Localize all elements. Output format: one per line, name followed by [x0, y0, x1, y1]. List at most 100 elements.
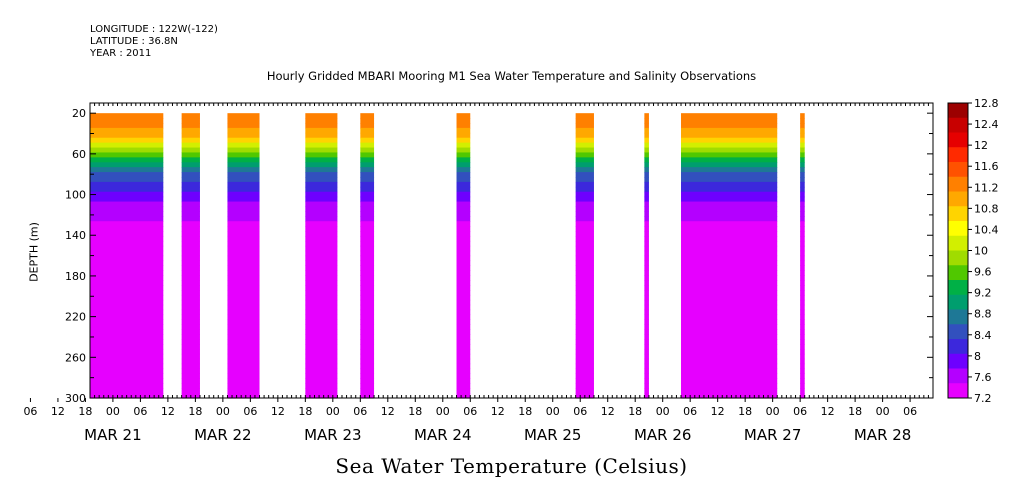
- temperature-band: [181, 132, 200, 139]
- temperature-band: [90, 255, 164, 262]
- plot-data-layer: [90, 113, 805, 399]
- temperature-band: [681, 334, 778, 340]
- temperature-band: [644, 343, 649, 350]
- temperature-band: [181, 152, 200, 158]
- temperature-band: [227, 353, 260, 360]
- temperature-band: [305, 240, 338, 247]
- temperature-band: [681, 137, 778, 144]
- temperature-band: [227, 113, 260, 119]
- temperature-band: [681, 147, 778, 154]
- temperature-band: [575, 181, 594, 188]
- temperature-band: [644, 221, 649, 227]
- temperature-band: [644, 191, 649, 198]
- temperature-band: [575, 339, 594, 345]
- temperature-band: [681, 294, 778, 301]
- temperature-band: [575, 118, 594, 124]
- x-tick-label: 06: [903, 405, 917, 418]
- x-day-label: MAR 26: [634, 426, 691, 444]
- temperature-band: [90, 113, 164, 119]
- temperature-band: [800, 358, 805, 365]
- temperature-band: [181, 206, 200, 212]
- temperature-band: [800, 270, 805, 276]
- temperature-band: [456, 211, 471, 217]
- temperature-band: [90, 167, 164, 173]
- colorbar-swatch: [948, 339, 968, 355]
- temperature-band: [305, 363, 338, 370]
- temperature-band: [360, 358, 375, 365]
- temperature-band: [360, 152, 375, 158]
- temperature-band: [644, 216, 649, 222]
- temperature-band: [575, 378, 594, 384]
- temperature-band: [681, 280, 778, 286]
- temperature-band: [681, 373, 778, 379]
- temperature-band: [305, 255, 338, 262]
- temperature-band: [305, 142, 338, 149]
- temperature-band: [800, 260, 805, 267]
- temperature-band: [575, 201, 594, 208]
- colorbar-label: 11.6: [974, 160, 999, 173]
- temperature-band: [681, 358, 778, 365]
- temperature-band: [681, 231, 778, 237]
- colorbar-label: 7.6: [974, 371, 992, 384]
- temperature-band: [360, 270, 375, 276]
- temperature-band: [227, 172, 260, 178]
- temperature-band: [644, 260, 649, 267]
- temperature-band: [305, 137, 338, 144]
- temperature-band: [227, 177, 260, 183]
- temperature-band: [305, 211, 338, 217]
- x-tick-label: 06: [573, 405, 587, 418]
- temperature-band: [644, 334, 649, 340]
- temperature-band: [681, 319, 778, 325]
- temperature-band: [575, 343, 594, 350]
- x-day-label: MAR 22: [194, 426, 251, 444]
- temperature-band: [360, 211, 375, 217]
- temperature-band: [181, 226, 200, 232]
- temperature-band: [227, 393, 260, 399]
- temperature-band: [456, 388, 471, 394]
- temperature-band: [800, 368, 805, 375]
- colorbar-swatch: [948, 147, 968, 163]
- temperature-band: [181, 147, 200, 154]
- temperature-band: [90, 343, 164, 350]
- temperature-band: [181, 294, 200, 301]
- temperature-band: [90, 294, 164, 301]
- temperature-band: [575, 314, 594, 321]
- temperature-band: [227, 231, 260, 237]
- temperature-band: [800, 324, 805, 330]
- temperature-band: [181, 211, 200, 217]
- temperature-band: [90, 363, 164, 370]
- temperature-band: [227, 206, 260, 212]
- temperature-band: [456, 118, 471, 124]
- temperature-band: [305, 373, 338, 379]
- temperature-band: [227, 383, 260, 389]
- temperature-band: [227, 319, 260, 325]
- temperature-band: [456, 324, 471, 330]
- data-segment: [681, 113, 778, 399]
- temperature-band: [227, 343, 260, 350]
- temperature-band: [90, 162, 164, 168]
- temperature-band: [800, 299, 805, 306]
- temperature-band: [681, 275, 778, 281]
- temperature-band: [90, 206, 164, 212]
- temperature-band: [360, 363, 375, 370]
- temperature-band: [456, 334, 471, 340]
- temperature-band: [681, 255, 778, 262]
- temperature-band: [800, 334, 805, 340]
- data-segment: [305, 113, 338, 399]
- temperature-band: [681, 127, 778, 134]
- temperature-band: [305, 201, 338, 208]
- temperature-band: [681, 226, 778, 232]
- temperature-band: [681, 329, 778, 335]
- temperature-band: [90, 353, 164, 360]
- temperature-band: [181, 142, 200, 149]
- temperature-band: [456, 309, 471, 316]
- temperature-band: [360, 299, 375, 306]
- temperature-band: [575, 294, 594, 301]
- temperature-band: [456, 240, 471, 247]
- temperature-band: [181, 221, 200, 227]
- temperature-band: [305, 172, 338, 178]
- temperature-band: [227, 294, 260, 301]
- y-tick-label: 20: [72, 107, 86, 120]
- data-segment: [800, 113, 805, 399]
